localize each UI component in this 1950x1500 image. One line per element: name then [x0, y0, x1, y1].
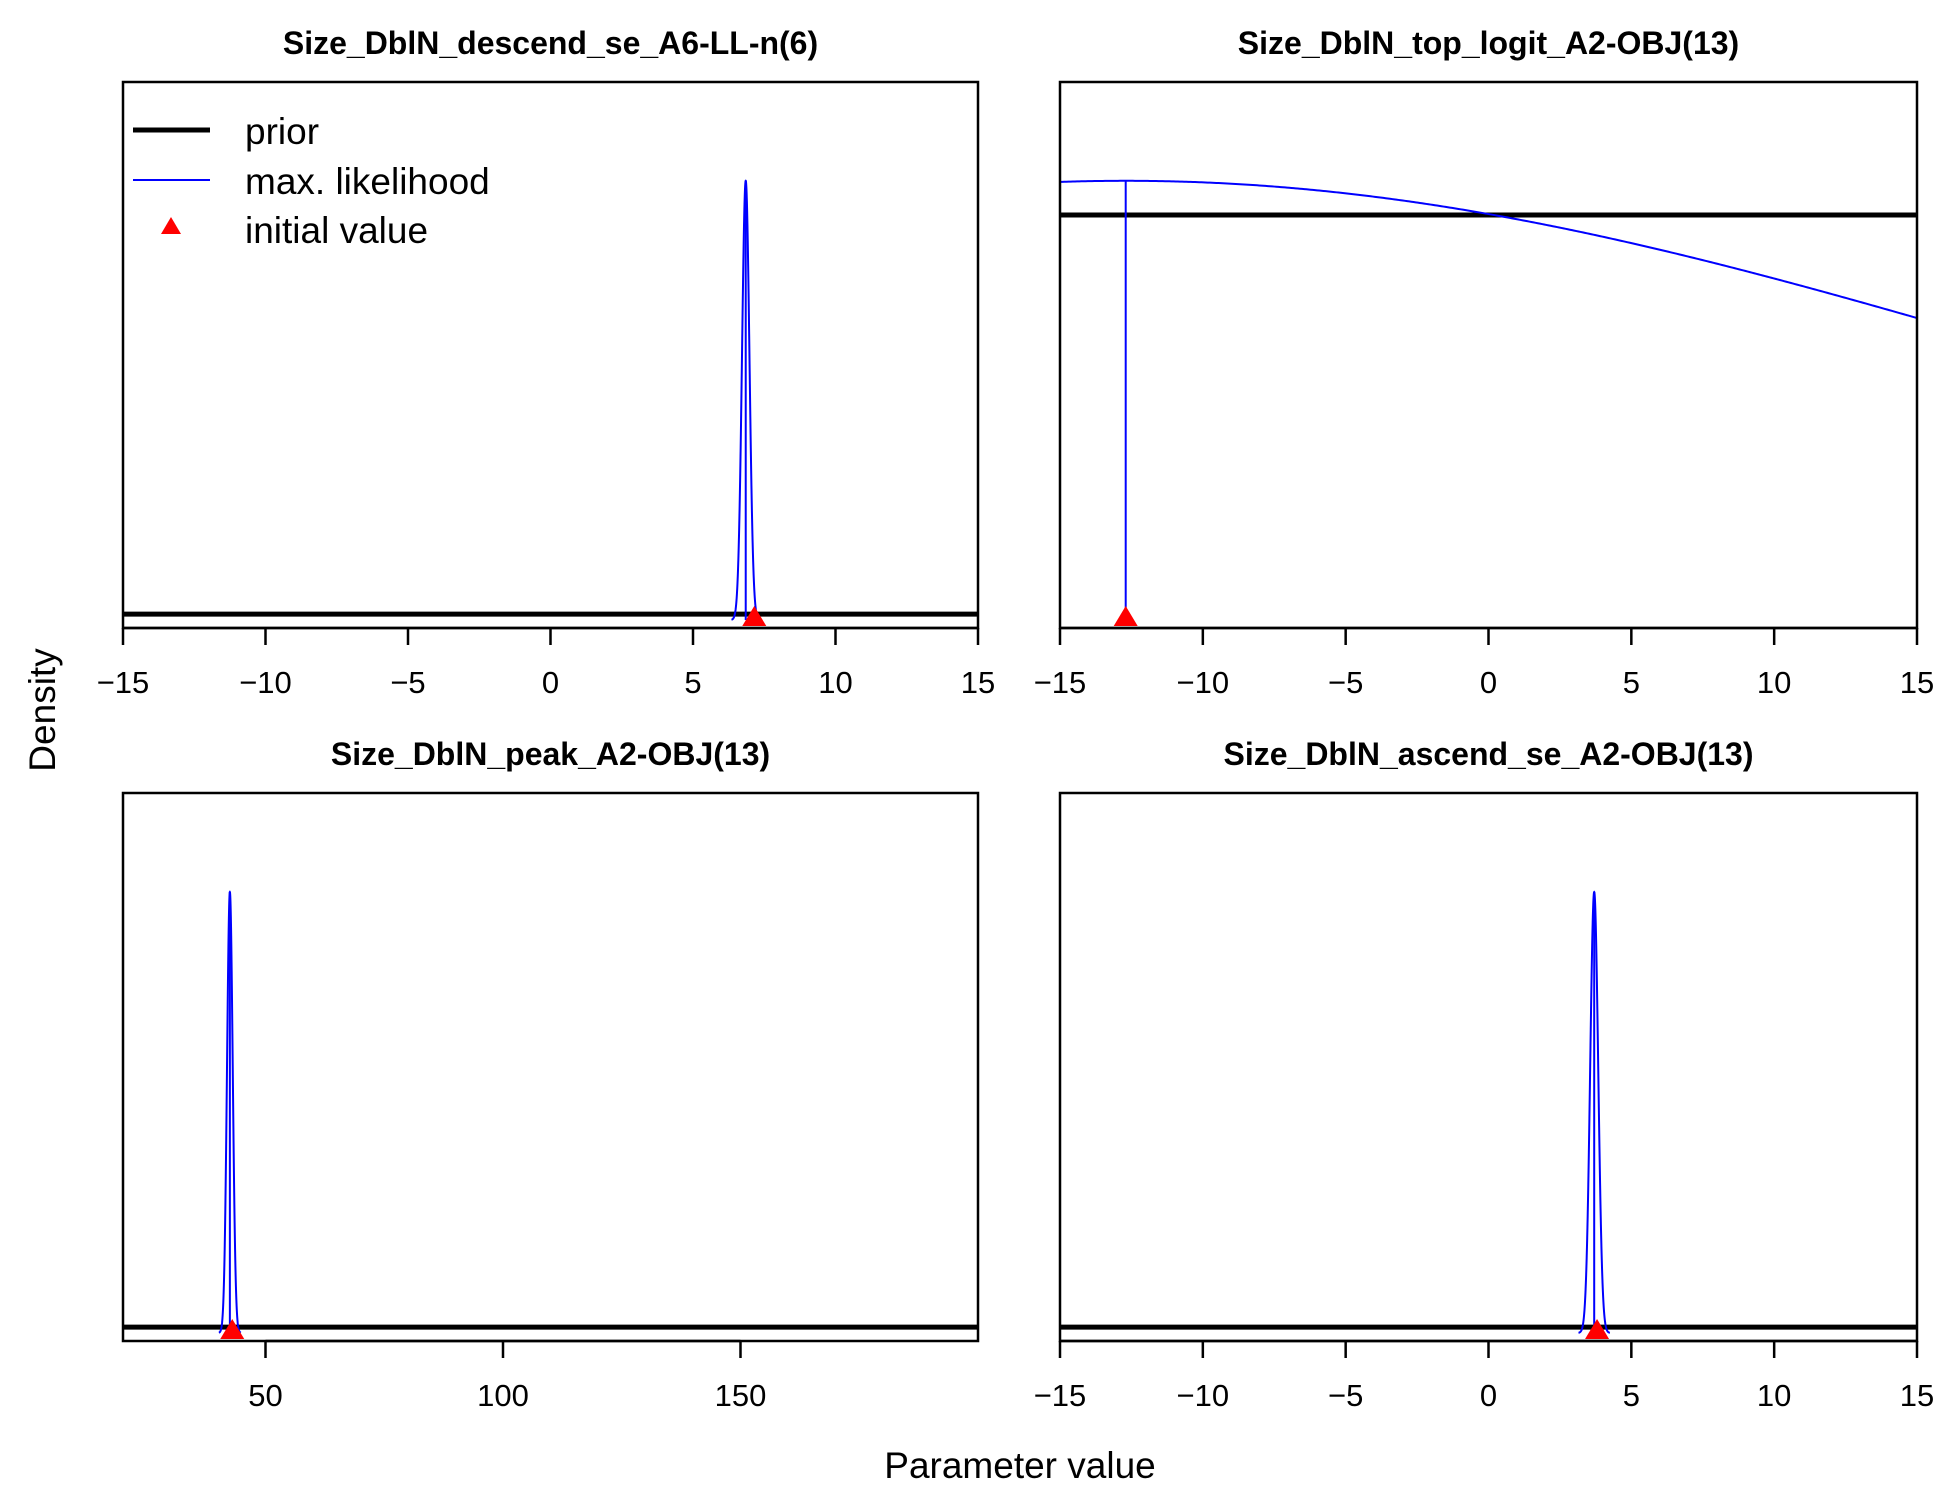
panel-1: Size_DblN_descend_se_A6-LL-n(6) −15 −10 −5 0…: [97, 25, 996, 700]
max-likelihood-curve: [1060, 179, 1917, 320]
initial-value-marker: [1585, 1319, 1610, 1339]
x-axis: −15 −10 −5 0 5 10 15: [1034, 1339, 1934, 1413]
legend-prior-label: prior: [245, 111, 319, 152]
x-tick-label: −5: [1328, 665, 1363, 700]
x-tick-label: −15: [1034, 1378, 1087, 1413]
legend-max-likelihood-label: max. likelihood: [245, 161, 490, 202]
x-tick-label: 0: [1480, 665, 1497, 700]
plot-area: [1060, 890, 1917, 1334]
panel-title: Size_DblN_ascend_se_A2-OBJ(13): [1223, 736, 1753, 772]
initial-value-marker: [742, 606, 767, 626]
x-tick-label: 0: [542, 665, 559, 700]
panel-4: Size_DblN_ascend_se_A2-OBJ(13) −15 −10 −5 0 5…: [1034, 736, 1935, 1413]
x-tick-label: 10: [1757, 665, 1791, 700]
x-tick-label: 50: [248, 1378, 282, 1413]
y-axis-title: Density: [22, 648, 63, 772]
x-tick-label: 150: [715, 1378, 767, 1413]
panel-frame: [1058, 80, 1919, 630]
x-axis-title: Parameter value: [884, 1445, 1155, 1486]
legend-initial-value-label: initial value: [245, 210, 428, 251]
panel-frame: [121, 791, 980, 1343]
panel-title: Size_DblN_peak_A2-OBJ(13): [331, 736, 770, 772]
x-tick-label: −5: [1328, 1378, 1363, 1413]
x-tick-label: 10: [818, 665, 852, 700]
x-tick-label: −5: [390, 665, 425, 700]
x-tick-label: −15: [1034, 665, 1087, 700]
plot-area: [123, 179, 978, 621]
x-tick-label: 100: [477, 1378, 529, 1413]
x-axis: −15 −10 −5 0 5 10 15: [97, 626, 995, 700]
initial-value-marker: [220, 1319, 245, 1339]
panel-3: Size_DblN_peak_A2-OBJ(13) 50 100 150: [121, 736, 980, 1413]
x-tick-label: −10: [239, 665, 292, 700]
panel-title: Size_DblN_descend_se_A6-LL-n(6): [283, 25, 818, 61]
x-tick-label: 5: [1623, 665, 1640, 700]
plot-area: [123, 890, 978, 1334]
x-tick-label: 15: [1900, 1378, 1934, 1413]
initial-value-marker: [1113, 606, 1138, 626]
x-axis: −15 −10 −5 0 5 10 15: [1034, 626, 1934, 700]
x-tick-label: 0: [1480, 1378, 1497, 1413]
x-tick-label: 5: [684, 665, 701, 700]
x-tick-label: −10: [1177, 665, 1230, 700]
panel-title: Size_DblN_top_logit_A2-OBJ(13): [1238, 25, 1739, 61]
x-tick-label: −10: [1177, 1378, 1230, 1413]
legend-initial-value-marker: [161, 217, 181, 234]
plot-area: [1060, 179, 1917, 620]
x-axis: 50 100 150: [248, 1339, 767, 1413]
legend: prior max. likelihood initial value: [133, 111, 490, 251]
x-tick-label: 15: [1900, 665, 1934, 700]
panel-2: Size_DblN_top_logit_A2-OBJ(13) −15 −10 −5 0 5…: [1034, 25, 1935, 700]
panel-frame: [1058, 791, 1919, 1343]
x-tick-label: 10: [1757, 1378, 1791, 1413]
x-tick-label: 15: [961, 665, 995, 700]
x-tick-label: −15: [97, 665, 150, 700]
x-tick-label: 5: [1623, 1378, 1640, 1413]
